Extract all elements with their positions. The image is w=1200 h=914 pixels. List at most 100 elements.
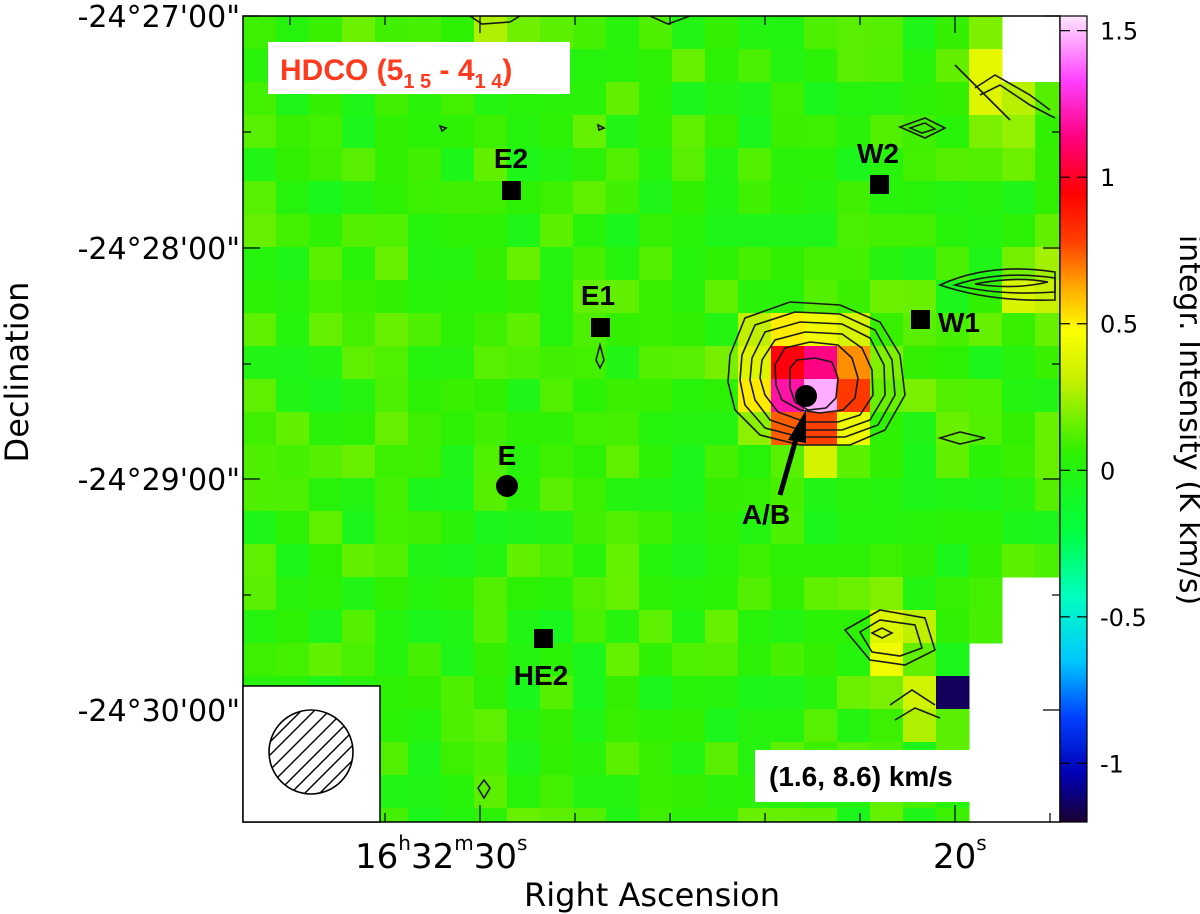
map-pixel (507, 280, 541, 314)
map-pixel (804, 643, 838, 677)
map-pixel (1035, 181, 1060, 215)
map-pixel (573, 742, 607, 776)
map-pixel (639, 676, 673, 710)
map-pixel (672, 643, 706, 677)
map-pixel (408, 808, 442, 822)
map-pixel (936, 346, 970, 380)
map-pixel (408, 115, 442, 149)
map-pixel (705, 544, 739, 578)
map-pixel (804, 808, 838, 822)
map-pixel (804, 676, 838, 710)
map-pixel (738, 214, 772, 248)
map-pixel (573, 247, 607, 281)
map-pixel (936, 49, 970, 83)
map-pixel (309, 313, 343, 347)
title-box (268, 42, 570, 94)
map-pixel (243, 412, 277, 446)
map-pixel (540, 280, 574, 314)
map-pixel (243, 643, 277, 677)
source-marker-e1 (591, 318, 610, 337)
map-pixel (969, 115, 1003, 149)
map-pixel (540, 775, 574, 809)
map-pixel (738, 280, 772, 314)
map-pixel (342, 610, 376, 644)
map-pixel (540, 346, 574, 380)
map-pixel (573, 610, 607, 644)
map-pixel (903, 544, 937, 578)
map-pixel (606, 49, 640, 83)
map-pixel (705, 280, 739, 314)
map-pixel (540, 478, 574, 512)
map-pixel (1035, 412, 1060, 446)
map-pixel (639, 247, 673, 281)
map-pixel (639, 82, 673, 116)
map-pixel (771, 148, 805, 182)
map-pixel (936, 577, 970, 611)
contour-sw (477, 778, 491, 800)
map-pixel (903, 16, 937, 50)
map-pixel (276, 577, 310, 611)
map-pixel (474, 577, 508, 611)
map-pixel (903, 49, 937, 83)
map-pixel (474, 148, 508, 182)
map-pixel (771, 577, 805, 611)
map-pixel (375, 478, 409, 512)
map-pixel (243, 148, 277, 182)
map-pixel (606, 742, 640, 776)
map-pixel (870, 115, 904, 149)
map-pixel (672, 478, 706, 512)
map-pixel (672, 148, 706, 182)
map-pixel (573, 115, 607, 149)
contour-4 (759, 331, 874, 423)
source-label-e1: E1 (581, 280, 615, 311)
map-pixel (903, 82, 937, 116)
map-pixel (870, 577, 904, 611)
source-arrow-ab (777, 431, 801, 496)
map-pixel (243, 544, 277, 578)
source-label-ab: A/B (742, 499, 790, 530)
map-pixel (507, 775, 541, 809)
map-pixel (1035, 214, 1060, 248)
map-pixel (738, 247, 772, 281)
map-pixel (309, 511, 343, 545)
map-pixel (441, 478, 475, 512)
map-pixel (903, 280, 937, 314)
map-pixel (243, 313, 277, 347)
map-pixel (639, 379, 673, 413)
map-pixel (837, 610, 871, 644)
map-pixel (639, 445, 673, 479)
map-pixel (672, 16, 706, 50)
source-marker-he2 (534, 629, 553, 648)
map-pixel (441, 775, 475, 809)
colorbar-tick-label: 1 (1100, 164, 1115, 192)
map-pixel (276, 643, 310, 677)
map-pixel (606, 181, 640, 215)
map-pixel (1035, 346, 1060, 380)
map-pixel (738, 82, 772, 116)
map-pixel (342, 280, 376, 314)
map-pixel (474, 643, 508, 677)
map-pixel (1035, 313, 1060, 347)
map-pixel (1002, 148, 1036, 182)
map-pixel (606, 82, 640, 116)
map-pixel (738, 445, 772, 479)
map-pixel (903, 214, 937, 248)
map-pixel (474, 610, 508, 644)
map-pixel (474, 280, 508, 314)
ytick-label: -24°28'00" (78, 232, 240, 267)
map-pixel (540, 808, 574, 822)
map-pixel (639, 49, 673, 83)
map-pixel (573, 280, 607, 314)
map-pixel (606, 808, 640, 822)
map-pixel (870, 214, 904, 248)
map-pixel (870, 247, 904, 281)
map-pixel (1002, 379, 1036, 413)
contour-ne-3 (974, 74, 1051, 111)
map-pixel (936, 511, 970, 545)
map-pixel (969, 445, 1003, 479)
map-pixel (1002, 511, 1036, 545)
map-pixel (507, 313, 541, 347)
map-pixel (276, 247, 310, 281)
map-pixel (507, 214, 541, 248)
source-label-w1: W1 (938, 307, 980, 338)
